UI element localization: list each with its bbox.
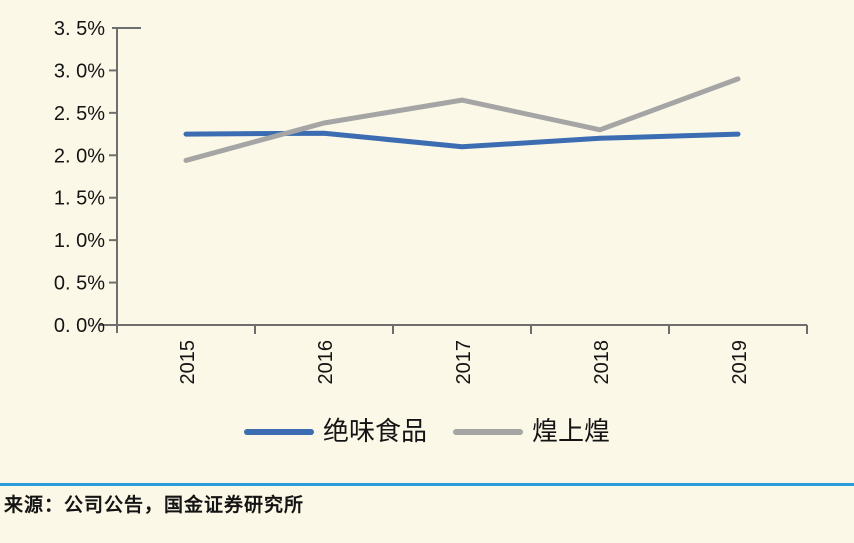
legend-label-juewei: 绝味食品: [322, 417, 427, 446]
legend-item-huangshanghuang: 煌上煌: [453, 417, 610, 447]
y-tick-label: 0. 0%: [54, 315, 105, 337]
x-tick-label: 2016: [315, 340, 337, 385]
x-tick-label: 2017: [453, 340, 475, 385]
y-tick-label: 2. 0%: [54, 145, 105, 167]
footer-divider-rule: [0, 483, 854, 486]
legend-line-swatch-blue: [243, 429, 314, 435]
legend-item-juewei: 绝味食品: [243, 417, 427, 447]
y-tick-label: 0. 5%: [54, 273, 105, 295]
x-tick-label: 2019: [729, 340, 751, 385]
y-tick-label: 1. 5%: [54, 188, 105, 210]
x-tick-label: 2018: [591, 340, 613, 385]
legend-line-swatch-gray: [453, 429, 523, 435]
line-chart-canvas: 0. 0% 0. 5% 1. 0% 1. 5% 2. 0% 2. 5% 3. 0% 3. 5%…: [54, 18, 808, 385]
y-tick-label: 3. 5%: [54, 18, 105, 40]
y-tick-label: 2. 5%: [54, 103, 105, 125]
series-line-1: [183, 76, 741, 163]
x-tick-label: 2015: [177, 340, 199, 385]
y-tick-label: 1. 0%: [54, 230, 105, 252]
source-note: 来源：公司公告，国金证券研究所: [4, 495, 305, 516]
chart-legend: 绝味食品 煌上煌: [10, 417, 844, 447]
y-tick-label: 3. 0%: [54, 60, 105, 82]
legend-label-huangshanghuang: 煌上煌: [532, 417, 611, 446]
